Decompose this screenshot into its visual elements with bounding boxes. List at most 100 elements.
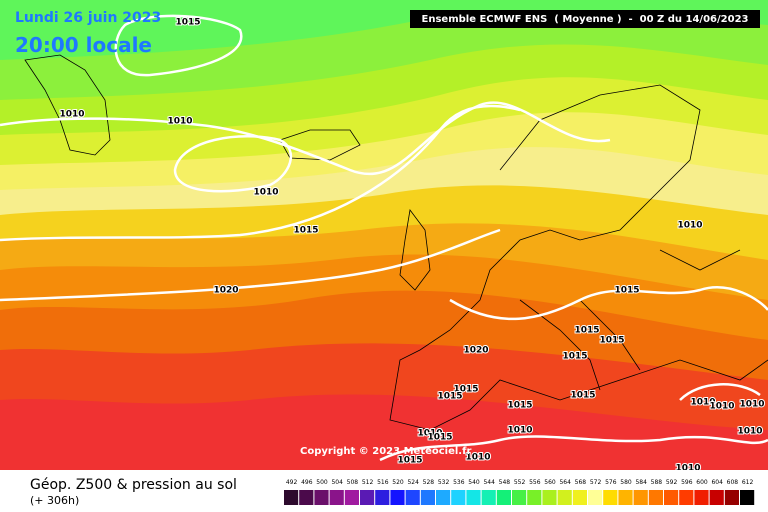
legend-tick-label: 568 [575, 479, 587, 486]
legend-swatch [542, 490, 557, 505]
legend-tick-label: 556 [529, 479, 541, 486]
isobar-label: 1010 [709, 402, 734, 412]
legend-tick-label: 540 [468, 479, 480, 486]
legend-swatch [603, 490, 618, 505]
footer-lead: (+ 306h) [30, 494, 79, 507]
isobars [0, 14, 768, 462]
isobar-label: 1010 [737, 427, 762, 437]
legend-tick-label: 492 [286, 479, 298, 486]
legend-swatch [572, 490, 587, 505]
legend-swatch [557, 490, 572, 505]
isobar-label: 1010 [417, 429, 442, 439]
legend-tick-label: 524 [407, 479, 419, 486]
time-label: 20:00 locale [15, 33, 152, 57]
coastline [24, 54, 111, 156]
legend-swatch [360, 490, 375, 505]
isobar [0, 101, 611, 176]
legend-tick-label: 608 [727, 479, 739, 486]
isobar [679, 383, 761, 401]
legend-tick-label: 528 [423, 479, 435, 486]
legend-swatch [694, 490, 709, 505]
legend-swatch [390, 490, 405, 505]
legend: 492 496 500 504 508 512 516 520 524 528 532 536 540 5… [284, 479, 755, 505]
isobar-label: 1015 [175, 18, 200, 28]
isobar [0, 228, 501, 302]
legend-tick-label: 520 [392, 479, 404, 486]
isobar-label: 1015 [507, 401, 532, 411]
isobar-label: 1015 [570, 391, 595, 401]
legend-tick-label: 612 [742, 479, 754, 486]
legend-tick-label: 584 [635, 479, 647, 486]
isobar-label: 1015 [437, 392, 462, 402]
legend-swatch [344, 490, 359, 505]
legend-tick-label: 512 [362, 479, 374, 486]
isobar-labels: 1015101010101010101510201010101510151015… [58, 17, 765, 475]
coastline [389, 84, 768, 431]
legend-swatch [436, 490, 451, 505]
background-fields [0, 0, 768, 470]
isobar-label: 1020 [213, 286, 238, 296]
header-box [410, 10, 760, 28]
legend-swatch [679, 490, 694, 505]
legend-tick-label: 504 [331, 479, 343, 486]
legend-tick-label: 532 [438, 479, 450, 486]
isobar-label: 1020 [463, 346, 488, 356]
isobar-label: 1015 [427, 433, 452, 443]
legend-tick-label: 604 [711, 479, 723, 486]
coastlines [24, 54, 768, 431]
legend-swatch [664, 490, 679, 505]
copyright: Copyright © 2023 Meteociel.fr [300, 446, 471, 457]
isobar-label: 1010 [677, 221, 702, 231]
isobar-label: 1010 [507, 426, 532, 436]
isobar-label: 1010 [465, 453, 490, 463]
legend-swatch [451, 490, 466, 505]
field-band [0, 0, 768, 60]
legend-tick-label: 552 [514, 479, 526, 486]
legend-swatch [329, 490, 344, 505]
legend-swatch [466, 490, 481, 505]
legend-swatch [284, 490, 299, 505]
isobar [114, 14, 243, 77]
legend-swatch [405, 490, 420, 505]
isobar-label: 1015 [599, 336, 624, 346]
legend-swatch [496, 490, 511, 505]
footer-title: Géop. Z500 & pression au sol [30, 477, 237, 493]
legend-tick-label: 576 [605, 479, 617, 486]
legend-swatch [633, 490, 648, 505]
legend-tick-label: 572 [590, 479, 602, 486]
isobar-label: 1010 [739, 400, 764, 410]
legend-tick-label: 592 [666, 479, 678, 486]
run-info: Ensemble ECMWF ENS ( Moyenne ) - 00 Z du… [422, 14, 749, 25]
legend-tick-label: 548 [499, 479, 511, 486]
legend-swatch [299, 490, 314, 505]
legend-swatch [375, 490, 390, 505]
legend-tick-label: 536 [453, 479, 465, 486]
isobar-label: 1010 [59, 110, 84, 120]
legend-tick-label: 508 [347, 479, 359, 486]
legend-swatch [527, 490, 542, 505]
legend-swatch [740, 490, 755, 505]
legend-swatch [420, 490, 435, 505]
isobar-label: 1015 [293, 226, 318, 236]
legend-tick-label: 544 [483, 479, 495, 486]
legend-swatch [588, 490, 603, 505]
isobar-label: 1010 [690, 398, 715, 408]
isobar-label: 1015 [614, 286, 639, 296]
legend-tick-label: 496 [301, 479, 313, 486]
legend-swatch [709, 490, 724, 505]
isobar-label: 1010 [167, 117, 192, 127]
isobar-label: 1015 [397, 456, 422, 466]
legend-tick-label: 564 [559, 479, 571, 486]
legend-tick-label: 600 [696, 479, 708, 486]
isobar [173, 135, 292, 193]
isobar-label: 1015 [574, 326, 599, 336]
coastline [399, 209, 431, 291]
isobar [449, 286, 768, 321]
isobar [0, 104, 521, 242]
legend-swatch [512, 490, 527, 505]
date-label: Lundi 26 juin 2023 [15, 10, 161, 26]
legend-swatch [314, 490, 329, 505]
legend-tick-label: 560 [544, 479, 556, 486]
isobar-label: 1015 [562, 352, 587, 362]
